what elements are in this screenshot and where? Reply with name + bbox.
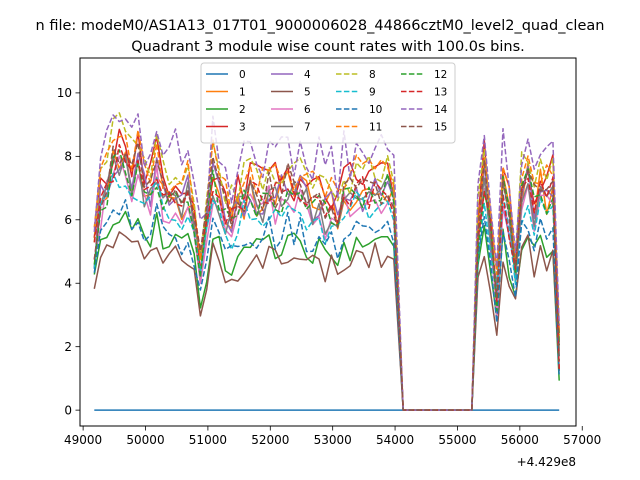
series-line-5 <box>93 231 560 411</box>
series-line-10 <box>93 199 560 411</box>
legend-label-2: 2 <box>239 104 246 116</box>
series-line-13 <box>93 144 560 411</box>
legend-label-15: 15 <box>434 122 447 134</box>
legend-label-14: 14 <box>434 104 448 116</box>
legend-label-8: 8 <box>369 69 376 81</box>
x-tick-label: 53000 <box>314 433 352 447</box>
series-lines <box>93 112 560 411</box>
legend-label-11: 11 <box>369 122 382 134</box>
chart-suptitle: n file: modeM0/AS1A13_017T01_9000006028_… <box>36 18 605 34</box>
x-tick-label: 54000 <box>376 433 414 447</box>
x-tick-label: 55000 <box>438 433 476 447</box>
y-axis: 0 2 4 6 8 10 <box>57 86 80 417</box>
x-axis: 49000 50000 51000 52000 53000 54000 55000 56000… <box>64 426 601 447</box>
legend-label-1: 1 <box>239 87 246 99</box>
legend-box <box>200 62 456 144</box>
chart-title: Quadrant 3 module wise count rates with … <box>131 39 525 55</box>
series-line-3 <box>93 128 560 411</box>
x-tick-label: 52000 <box>251 433 289 447</box>
x-tick-label: 51000 <box>189 433 227 447</box>
x-axis-offset-label: +4.429e8 <box>517 455 576 469</box>
legend-label-12: 12 <box>434 69 447 81</box>
legend-label-13: 13 <box>434 87 447 99</box>
x-tick-label: 50000 <box>126 433 164 447</box>
y-tick-label: 0 <box>64 403 72 417</box>
legend-label-5: 5 <box>304 87 311 99</box>
legend-label-9: 9 <box>369 87 376 99</box>
legend-label-3: 3 <box>239 122 246 134</box>
series-line-15 <box>93 141 560 411</box>
legend-label-0: 0 <box>239 69 246 81</box>
plot-area-frame <box>79 57 577 427</box>
y-tick-label: 4 <box>64 277 72 291</box>
legend-label-4: 4 <box>304 69 311 81</box>
legend-label-6: 6 <box>304 104 311 116</box>
y-tick-label: 2 <box>64 340 72 354</box>
x-tick-label: 56000 <box>501 433 539 447</box>
x-tick-label: 57000 <box>563 433 601 447</box>
legend-label-10: 10 <box>369 104 382 116</box>
series-line-2 <box>93 210 560 411</box>
x-tick-label: 49000 <box>64 433 102 447</box>
series-line-11 <box>93 129 560 411</box>
y-tick-label: 10 <box>57 86 72 100</box>
series-line-9 <box>93 172 560 411</box>
y-tick-label: 6 <box>64 213 72 227</box>
legend-label-7: 7 <box>304 122 311 134</box>
series-line-7 <box>93 153 560 411</box>
y-tick-label: 8 <box>64 150 72 164</box>
